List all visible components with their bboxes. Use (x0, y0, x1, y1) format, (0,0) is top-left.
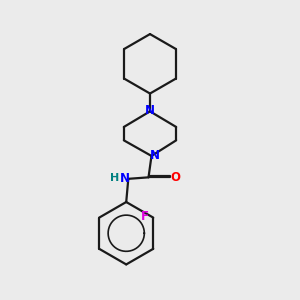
Text: O: O (171, 171, 181, 184)
Text: F: F (141, 210, 149, 223)
Text: N: N (150, 149, 160, 162)
Text: N: N (120, 172, 130, 185)
Text: H: H (110, 173, 119, 183)
Text: N: N (145, 104, 155, 117)
